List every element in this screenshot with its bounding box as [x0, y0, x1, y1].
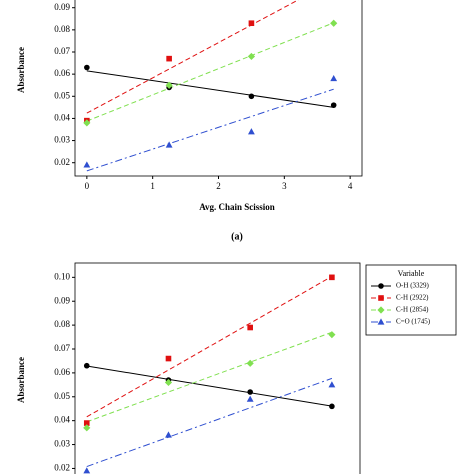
y-tick-label: 0.08 [54, 24, 70, 34]
plot-frame [74, 262, 361, 474]
legend-label: C=O (1745) [396, 318, 431, 326]
y-tick-label: 0.04 [54, 112, 70, 122]
y-tick-label: 0.03 [54, 135, 70, 145]
y-tick-label: 0.05 [54, 90, 70, 100]
point [165, 141, 173, 148]
panel-label: (a) [231, 231, 243, 242]
legend-marker [378, 283, 384, 289]
point [330, 102, 337, 108]
plot-area [83, 0, 338, 172]
fit-line [86, 22, 334, 122]
x-tick-label: 3 [282, 181, 287, 191]
point [247, 52, 256, 61]
legend-label: C-H (2854) [396, 306, 429, 314]
legend-label: O-H (3329) [396, 282, 430, 290]
y-tick-label: 0.07 [54, 343, 70, 353]
point [83, 420, 90, 426]
point [248, 20, 255, 27]
point [166, 55, 172, 62]
y-tick-label: 0.09 [54, 295, 70, 305]
y-tick-label: 0.07 [54, 46, 70, 56]
point [83, 467, 91, 474]
point [84, 64, 90, 71]
point [329, 274, 335, 281]
point [83, 362, 90, 369]
fit-line [86, 365, 332, 407]
legend-marker [377, 306, 385, 314]
point [247, 389, 253, 395]
point [246, 359, 254, 367]
y-tick-label: 0.06 [54, 68, 70, 78]
y-tick-label: 0.08 [54, 319, 70, 329]
point [165, 81, 173, 89]
fit-line [86, 0, 300, 114]
point [165, 431, 172, 438]
y-tick-label: 0.05 [54, 391, 70, 401]
y-tick-label: 0.09 [54, 2, 70, 12]
point [247, 324, 253, 331]
fit-line [86, 331, 333, 423]
fit-line [86, 88, 334, 172]
point [330, 74, 338, 82]
point [248, 128, 255, 135]
y-tick-label: 0.04 [54, 415, 70, 425]
legend-label: C-H (2922) [396, 294, 429, 302]
legend-title: Variable [398, 269, 425, 278]
legend-marker [377, 318, 385, 325]
point [248, 93, 255, 100]
y-tick-label: 0.02 [54, 157, 70, 167]
point [165, 355, 172, 362]
point [328, 331, 336, 339]
legend-marker [378, 295, 384, 301]
fit-line [86, 377, 333, 468]
point [83, 424, 91, 432]
x-tick-label: 1 [150, 181, 155, 191]
y-tick-label: 0.10 [54, 271, 70, 281]
point [83, 161, 91, 168]
plot-frame [74, 0, 363, 177]
y-tick-label: 0.02 [54, 463, 70, 473]
x-axis-label: Avg. Chain Scission [199, 202, 275, 212]
y-axis-label: Absorbance [16, 357, 26, 403]
point [330, 19, 338, 27]
y-tick-label: 0.06 [54, 367, 70, 377]
x-tick-label: 4 [348, 181, 353, 191]
fit-line [86, 275, 333, 418]
point [329, 403, 335, 410]
plot-area [83, 274, 336, 474]
x-tick-label: 2 [216, 181, 221, 191]
point [328, 381, 336, 388]
point [164, 378, 173, 387]
point [83, 119, 91, 127]
y-tick-label: 0.03 [54, 439, 70, 449]
y-axis-label: Absorbance [16, 47, 26, 93]
point [246, 395, 254, 402]
x-tick-label: 0 [85, 181, 90, 191]
fit-line [86, 70, 334, 108]
